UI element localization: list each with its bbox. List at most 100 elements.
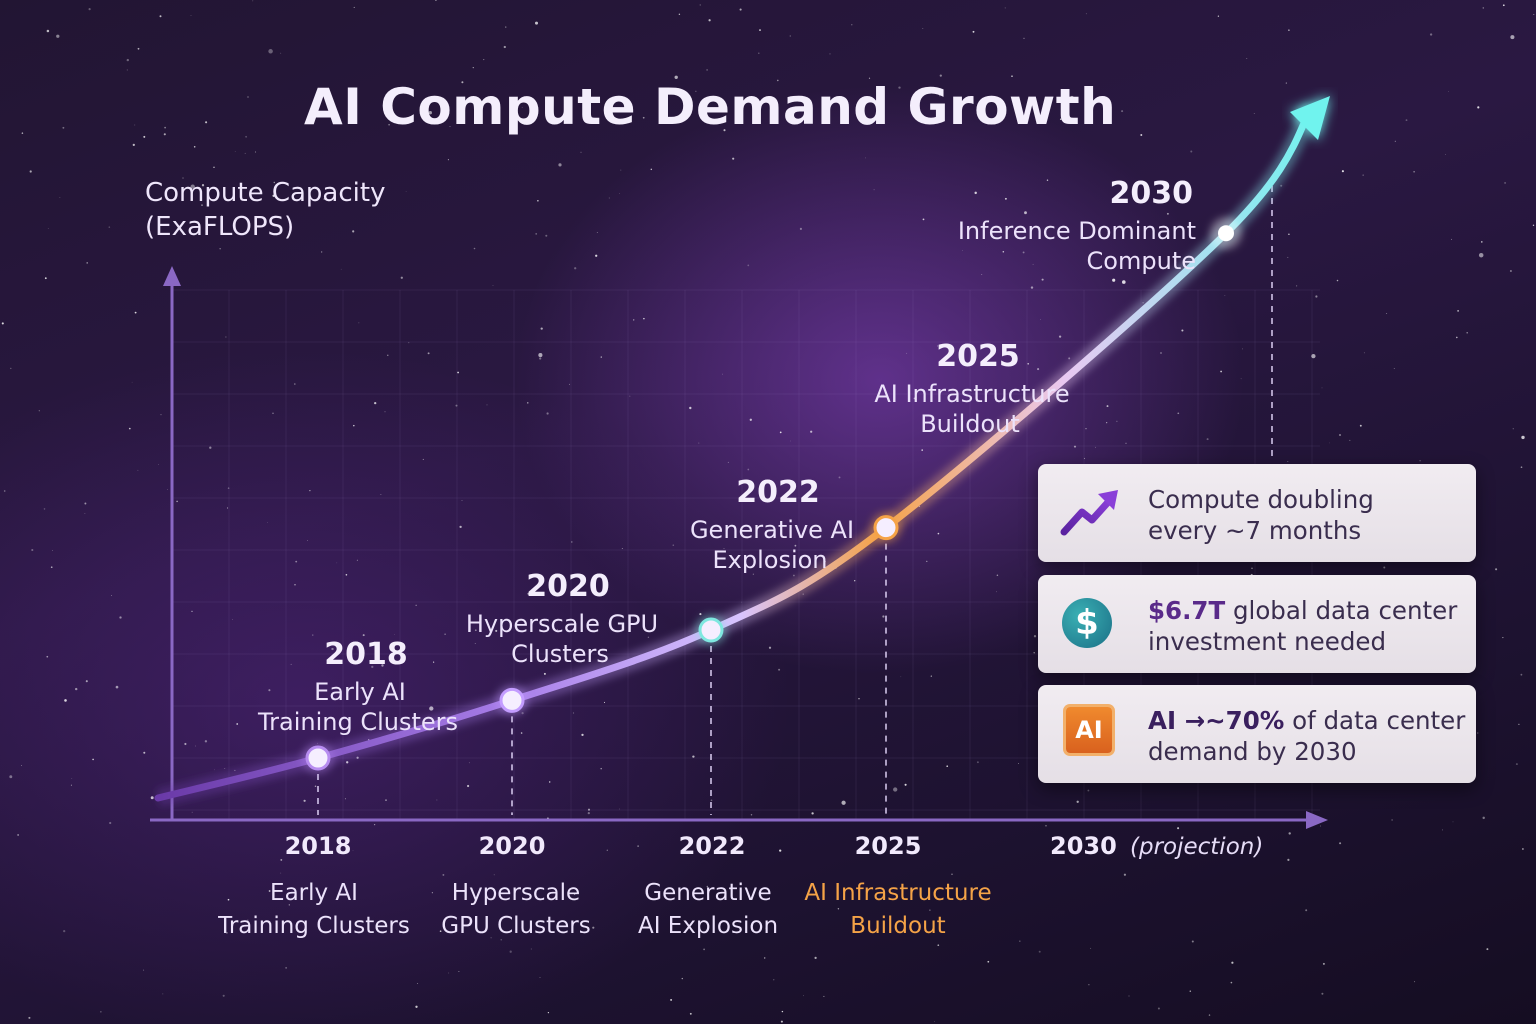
- x-axis-arrowhead: [1306, 811, 1328, 829]
- star: [1045, 824, 1047, 827]
- star: [191, 811, 193, 813]
- star: [254, 151, 257, 153]
- star: [428, 111, 432, 115]
- star: [581, 733, 584, 737]
- star: [929, 909, 931, 911]
- star: [434, 0, 437, 1]
- star: [1230, 981, 1233, 984]
- star: [1022, 251, 1025, 254]
- growth-curve-line: [154, 104, 1316, 802]
- star: [490, 937, 492, 939]
- star: [1112, 278, 1116, 282]
- y-axis-arrowhead: [163, 266, 181, 286]
- star: [747, 468, 750, 471]
- star: [759, 29, 761, 32]
- star: [164, 126, 166, 129]
- star: [1191, 940, 1194, 943]
- star: [50, 566, 53, 569]
- y-axis-label-line1: Compute Capacity: [145, 178, 386, 208]
- chart-axes: [150, 266, 1328, 829]
- star: [937, 532, 940, 535]
- star: [913, 397, 916, 400]
- star: [46, 655, 49, 658]
- star: [1477, 106, 1480, 109]
- star: [527, 402, 529, 404]
- star: [272, 194, 275, 197]
- data-point-2030: [1218, 225, 1234, 242]
- star: [538, 353, 543, 358]
- star: [1329, 442, 1330, 444]
- star: [1359, 424, 1362, 427]
- star: [134, 311, 137, 314]
- star: [621, 548, 623, 550]
- star: [1457, 310, 1459, 312]
- star: [31, 548, 34, 552]
- star: [492, 285, 494, 286]
- star: [52, 550, 53, 551]
- star: [353, 6, 355, 8]
- star: [280, 858, 283, 861]
- x-tick-label-line2: Training Clusters: [217, 913, 410, 939]
- star: [1512, 428, 1514, 430]
- star: [268, 689, 271, 692]
- star: [1520, 673, 1523, 676]
- star: [873, 189, 875, 191]
- star: [1287, 460, 1289, 463]
- star: [1445, 154, 1446, 155]
- star: [247, 96, 249, 98]
- star: [312, 634, 314, 636]
- star: [163, 133, 166, 136]
- star: [126, 69, 128, 71]
- star: [580, 151, 582, 153]
- star: [461, 500, 463, 501]
- star: [1339, 842, 1342, 845]
- star: [1448, 91, 1449, 92]
- star: [285, 967, 287, 969]
- star: [351, 641, 355, 645]
- star: [225, 336, 227, 338]
- star: [1532, 224, 1535, 226]
- star: [225, 931, 228, 934]
- star: [1521, 435, 1525, 440]
- star: [126, 58, 129, 62]
- star: [29, 170, 32, 173]
- star: [765, 927, 767, 929]
- doubling-text: Compute doubling every ~7 months: [1148, 484, 1374, 546]
- star: [749, 418, 752, 421]
- star: [417, 983, 419, 985]
- star: [727, 461, 729, 463]
- star: [1041, 278, 1044, 281]
- star: [221, 215, 223, 217]
- star: [356, 559, 358, 561]
- star: [1032, 263, 1034, 265]
- star: [1023, 37, 1025, 40]
- star: [75, 687, 78, 691]
- star: [1177, 412, 1180, 415]
- trend-up-arrow-icon: [1060, 490, 1118, 536]
- doubling-line2: every ~7 months: [1148, 516, 1362, 545]
- star: [458, 971, 460, 973]
- star: [371, 665, 374, 669]
- star: [752, 573, 754, 575]
- star: [695, 90, 697, 92]
- star: [1038, 950, 1041, 953]
- star: [773, 979, 775, 981]
- star: [1452, 821, 1454, 823]
- star: [234, 151, 236, 152]
- star: [336, 562, 338, 564]
- star: [143, 751, 146, 754]
- star: [996, 591, 997, 593]
- star: [442, 873, 445, 876]
- star: [699, 613, 702, 616]
- star: [294, 584, 296, 586]
- investment-line2: investment needed: [1148, 627, 1386, 656]
- star: [309, 489, 311, 492]
- data-point-2020: [499, 687, 525, 713]
- star: [1429, 33, 1433, 36]
- star: [159, 15, 162, 18]
- star: [373, 823, 376, 826]
- star: [1393, 368, 1395, 369]
- star: [1321, 387, 1323, 389]
- star: [195, 745, 196, 747]
- x-tick-label-line2: GPU Clusters: [441, 913, 590, 939]
